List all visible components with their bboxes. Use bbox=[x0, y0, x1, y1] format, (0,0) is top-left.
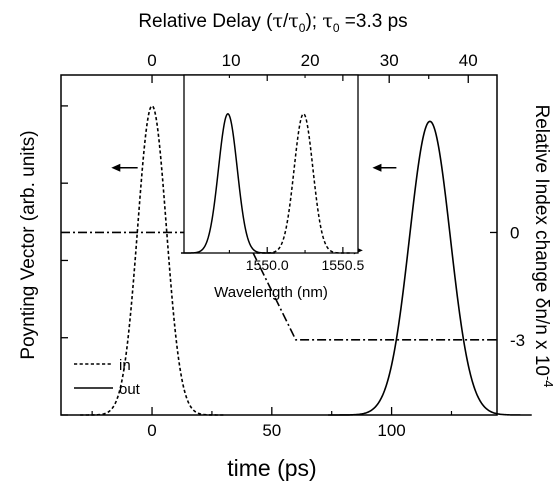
top-axis-label: Relative Delay (τ/τ0); τ0 =3.3 ps bbox=[138, 10, 407, 35]
x-axis-label: time (ps) bbox=[227, 455, 316, 481]
legend-label-in: in bbox=[119, 357, 131, 374]
inset-frame bbox=[183, 74, 359, 254]
top-tick-label: 30 bbox=[380, 51, 399, 70]
series-dashdot-line bbox=[61, 231, 497, 341]
inset-x-tick-label: 1550.0 bbox=[246, 257, 289, 273]
top-tick-label: 40 bbox=[459, 51, 478, 70]
inset-x-axis-label: Wavelength (nm) bbox=[214, 284, 328, 301]
series-in-line bbox=[80, 105, 224, 416]
top-tick-label: 10 bbox=[222, 51, 241, 70]
arrow-2 bbox=[372, 163, 397, 172]
right-tick-label: 0 bbox=[510, 223, 519, 242]
arrow-1 bbox=[111, 163, 138, 172]
x-tick-label: 0 bbox=[147, 421, 156, 440]
x-tick-label: 100 bbox=[377, 421, 405, 440]
top-tick-label: 0 bbox=[147, 51, 156, 70]
right-tick-label: -3 bbox=[510, 331, 525, 350]
inset-x-tick-label: 1550.5 bbox=[321, 257, 364, 273]
series-out-line bbox=[328, 120, 532, 416]
y-axis-label: Poynting Vector (arb. units) bbox=[18, 130, 39, 359]
right-axis-label: Relative Index change δn/n x 10-4 bbox=[531, 104, 556, 387]
legend-label-out: out bbox=[119, 381, 141, 398]
x-tick-label: 50 bbox=[262, 421, 281, 440]
top-tick-label: 20 bbox=[301, 51, 320, 70]
